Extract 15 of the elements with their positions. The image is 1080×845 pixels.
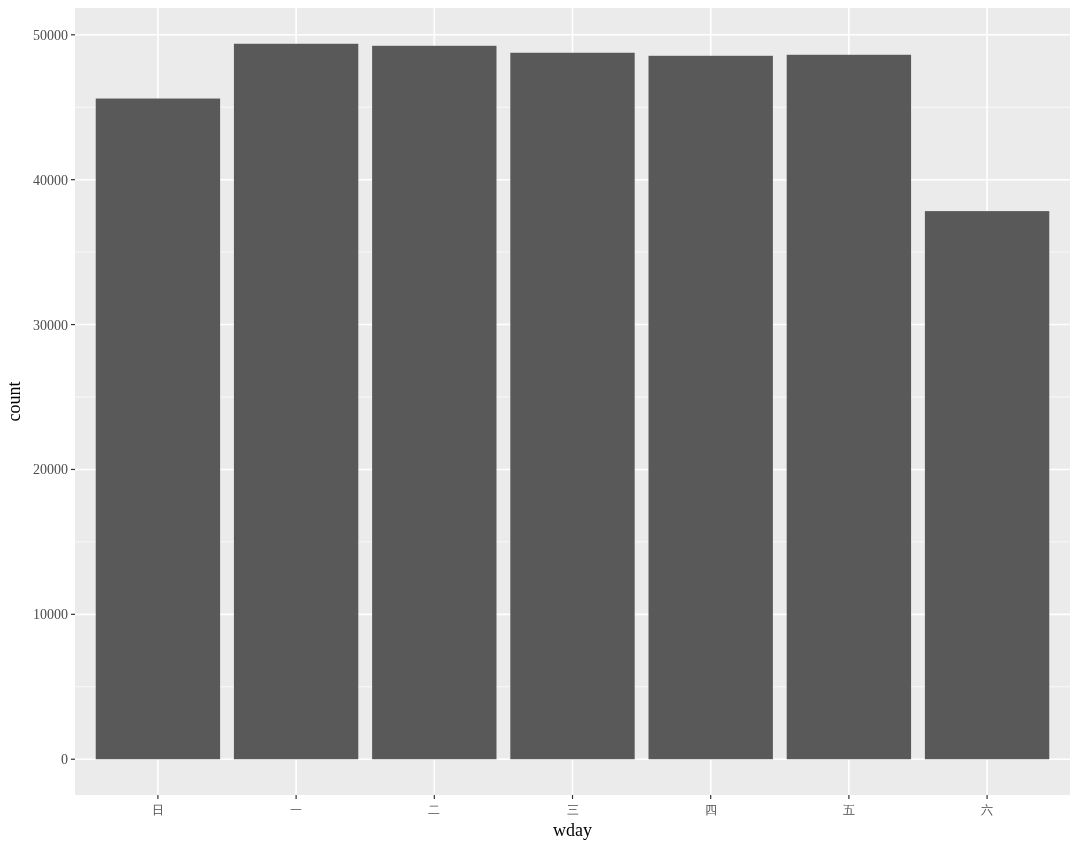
- x-axis-title: wday: [553, 820, 592, 840]
- x-tick-label: 一: [290, 803, 303, 817]
- y-tick-label: 50000: [33, 27, 68, 43]
- y-tick-label: 30000: [33, 317, 68, 333]
- x-tick-label: 五: [842, 803, 855, 817]
- y-tick-label: 40000: [33, 172, 68, 188]
- x-tick-label: 三: [566, 803, 579, 817]
- y-tick-label: 20000: [33, 462, 68, 478]
- y-tick-label: 10000: [33, 607, 68, 623]
- x-tick-label: 日: [151, 803, 164, 817]
- x-tick-label: 六: [981, 803, 994, 817]
- y-axis-title: count: [4, 381, 24, 422]
- x-tick-label: 二: [428, 803, 441, 817]
- y-tick-label: 0: [61, 752, 68, 768]
- x-tick-label: 四: [704, 803, 717, 817]
